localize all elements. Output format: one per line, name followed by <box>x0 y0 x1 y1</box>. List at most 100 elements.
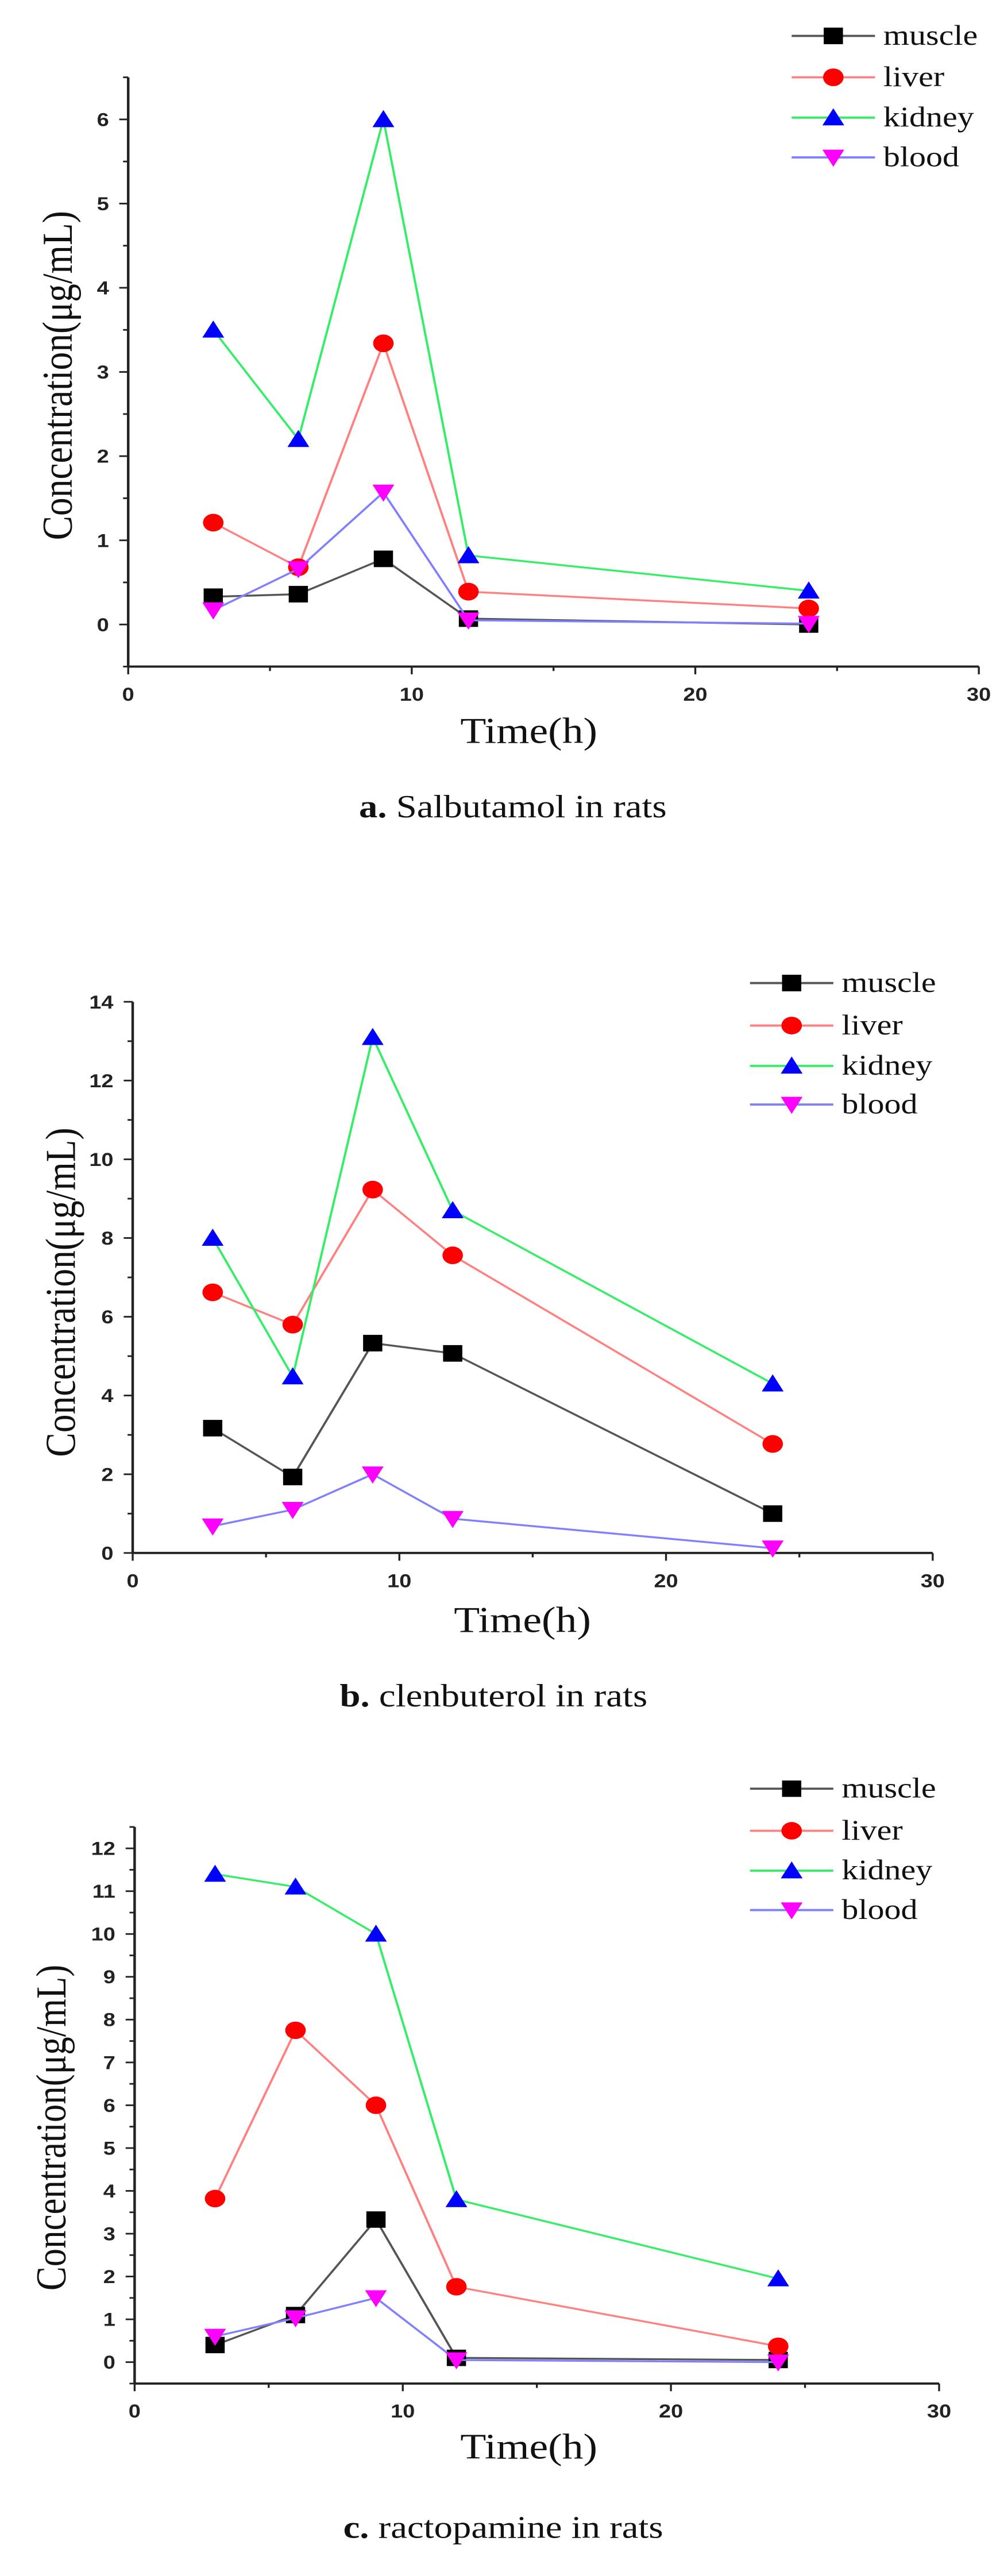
legend-marker-blood <box>781 1096 803 1114</box>
data-point-muscle <box>363 1335 383 1351</box>
chart-caption: c. ractopamine in rats <box>343 2510 663 2545</box>
legend-marker-liver <box>781 1822 802 1840</box>
legend-marker-liver <box>823 68 844 86</box>
legend-label-blood: blood <box>841 1894 917 1925</box>
x-tick-label: 0 <box>126 1570 138 1592</box>
series-markers-liver <box>204 2021 789 2355</box>
data-point-kidney <box>798 581 820 599</box>
data-point-liver <box>373 334 394 353</box>
data-point-kidney <box>442 1201 464 1218</box>
y-axis-label: Concentration(μg/mL) <box>37 1127 84 1457</box>
series-line-kidney <box>212 119 809 592</box>
y-tick-label: 14 <box>89 991 114 1013</box>
data-point-kidney <box>762 1374 784 1392</box>
data-point-blood <box>372 484 395 502</box>
data-point-blood <box>202 1518 224 1536</box>
caption-space <box>370 1678 379 1714</box>
data-point-kidney <box>202 320 225 338</box>
series-markers-kidney <box>202 110 820 599</box>
y-tick-label: 4 <box>97 277 109 299</box>
legend-marker-kidney <box>781 1056 803 1074</box>
legend-marker-muscle <box>782 1780 802 1797</box>
data-point-liver <box>285 2021 306 2040</box>
y-axis-label: Concentration(μg/mL) <box>34 211 81 540</box>
data-point-liver <box>458 582 479 601</box>
caption-prefix: b. <box>340 1678 370 1714</box>
data-point-blood <box>281 1501 304 1519</box>
y-tick-label: 5 <box>97 193 109 214</box>
series-markers-blood <box>204 2290 789 2372</box>
y-tick-label: 4 <box>103 2181 116 2202</box>
data-point-kidney <box>372 110 395 128</box>
chart-clenbuterol: 0 10 20 30 0 2 4 6 8 10 12 14 muscle liver kidney blood… <box>37 967 945 1714</box>
x-tick-label: 0 <box>122 684 134 705</box>
x-axis-label: Time(h) <box>454 1600 591 1640</box>
y-tick-label: 2 <box>97 446 109 467</box>
y-tick-label: 10 <box>89 1149 113 1170</box>
legend-label-kidney: kidney <box>841 1854 932 1886</box>
data-point-muscle <box>283 1469 303 1485</box>
chart-panel-c: 0 10 20 30 0 1 2 3 4 5 6 7 8 9 10 11 12 muscle liver kidney… <box>0 1723 1000 2576</box>
x-tick-label: 0 <box>129 2401 141 2421</box>
data-point-liver <box>203 513 224 532</box>
series-line-muscle <box>214 2218 778 2361</box>
data-point-liver <box>204 2189 226 2208</box>
data-point-kidney <box>457 546 480 563</box>
x-tick-label: 30 <box>921 1570 945 1592</box>
data-point-blood <box>457 612 480 630</box>
legend-label-muscle: muscle <box>841 967 936 998</box>
legend-marker-muscle <box>782 975 802 991</box>
data-point-liver <box>282 1315 303 1334</box>
data-point-blood <box>204 2328 226 2346</box>
caption-prefix: a. <box>359 789 387 825</box>
y-tick-label: 1 <box>97 530 109 551</box>
series-line-kidney <box>215 1873 779 2280</box>
chart-panel-b: 0 10 20 30 0 2 4 6 8 10 12 14 muscle liver kidney blood… <box>0 862 1000 1723</box>
data-point-kidney <box>767 2269 789 2287</box>
series-markers-kidney <box>202 1028 784 1392</box>
x-tick-label: 20 <box>659 2401 683 2421</box>
legend-marker-blood <box>822 149 844 167</box>
y-tick-label: 0 <box>97 614 109 635</box>
series-markers-muscle <box>205 2211 788 2369</box>
chart-caption: a. Salbutamol in rats <box>359 789 667 825</box>
data-point-liver <box>798 600 819 617</box>
legend-label-blood: blood <box>841 1088 917 1119</box>
y-tick-label: 6 <box>101 1307 113 1328</box>
data-point-muscle <box>366 2211 386 2228</box>
caption-title: clenbuterol in rats <box>379 1678 647 1714</box>
y-tick-label: 8 <box>101 1227 113 1249</box>
caption-title: Salbutamol in rats <box>396 789 667 825</box>
y-tick-label: 7 <box>103 2053 115 2073</box>
data-point-muscle <box>203 1420 223 1436</box>
data-point-kidney <box>365 1925 387 1942</box>
caption-space <box>369 2510 378 2545</box>
x-tick-label: 30 <box>927 2401 951 2421</box>
y-tick-label: 0 <box>103 2353 115 2373</box>
data-point-kidney <box>281 1367 304 1385</box>
legend-label-liver: liver <box>841 1009 902 1041</box>
data-point-liver <box>446 2278 467 2296</box>
x-axis-label: Time(h) <box>460 710 597 751</box>
y-tick-label: 9 <box>103 1967 115 1988</box>
data-point-blood <box>798 616 820 634</box>
series-markers-kidney <box>204 1864 789 2287</box>
data-point-blood <box>361 1466 384 1484</box>
x-tick-label: 20 <box>683 684 707 705</box>
y-tick-label: 1 <box>103 2309 115 2330</box>
x-tick-label: 20 <box>654 1570 678 1592</box>
data-point-muscle <box>373 550 393 567</box>
y-tick-label: 3 <box>103 2224 115 2245</box>
chart-ractopamine: 0 10 20 300123456789101112muscleliverkidney… <box>28 1772 951 2545</box>
legend-marker-kidney <box>781 1861 803 1879</box>
data-point-kidney <box>202 1229 224 1246</box>
x-tick-label: 30 <box>967 684 991 705</box>
series-markers-muscle <box>203 1335 782 1522</box>
data-point-blood <box>365 2290 387 2308</box>
series-markers-liver <box>203 334 819 617</box>
data-point-kidney <box>284 1878 307 1895</box>
legend-marker-blood <box>781 1902 803 1920</box>
y-tick-label: 12 <box>91 1839 115 1859</box>
data-point-liver <box>762 1435 783 1453</box>
legend-marker-muscle <box>824 28 843 44</box>
